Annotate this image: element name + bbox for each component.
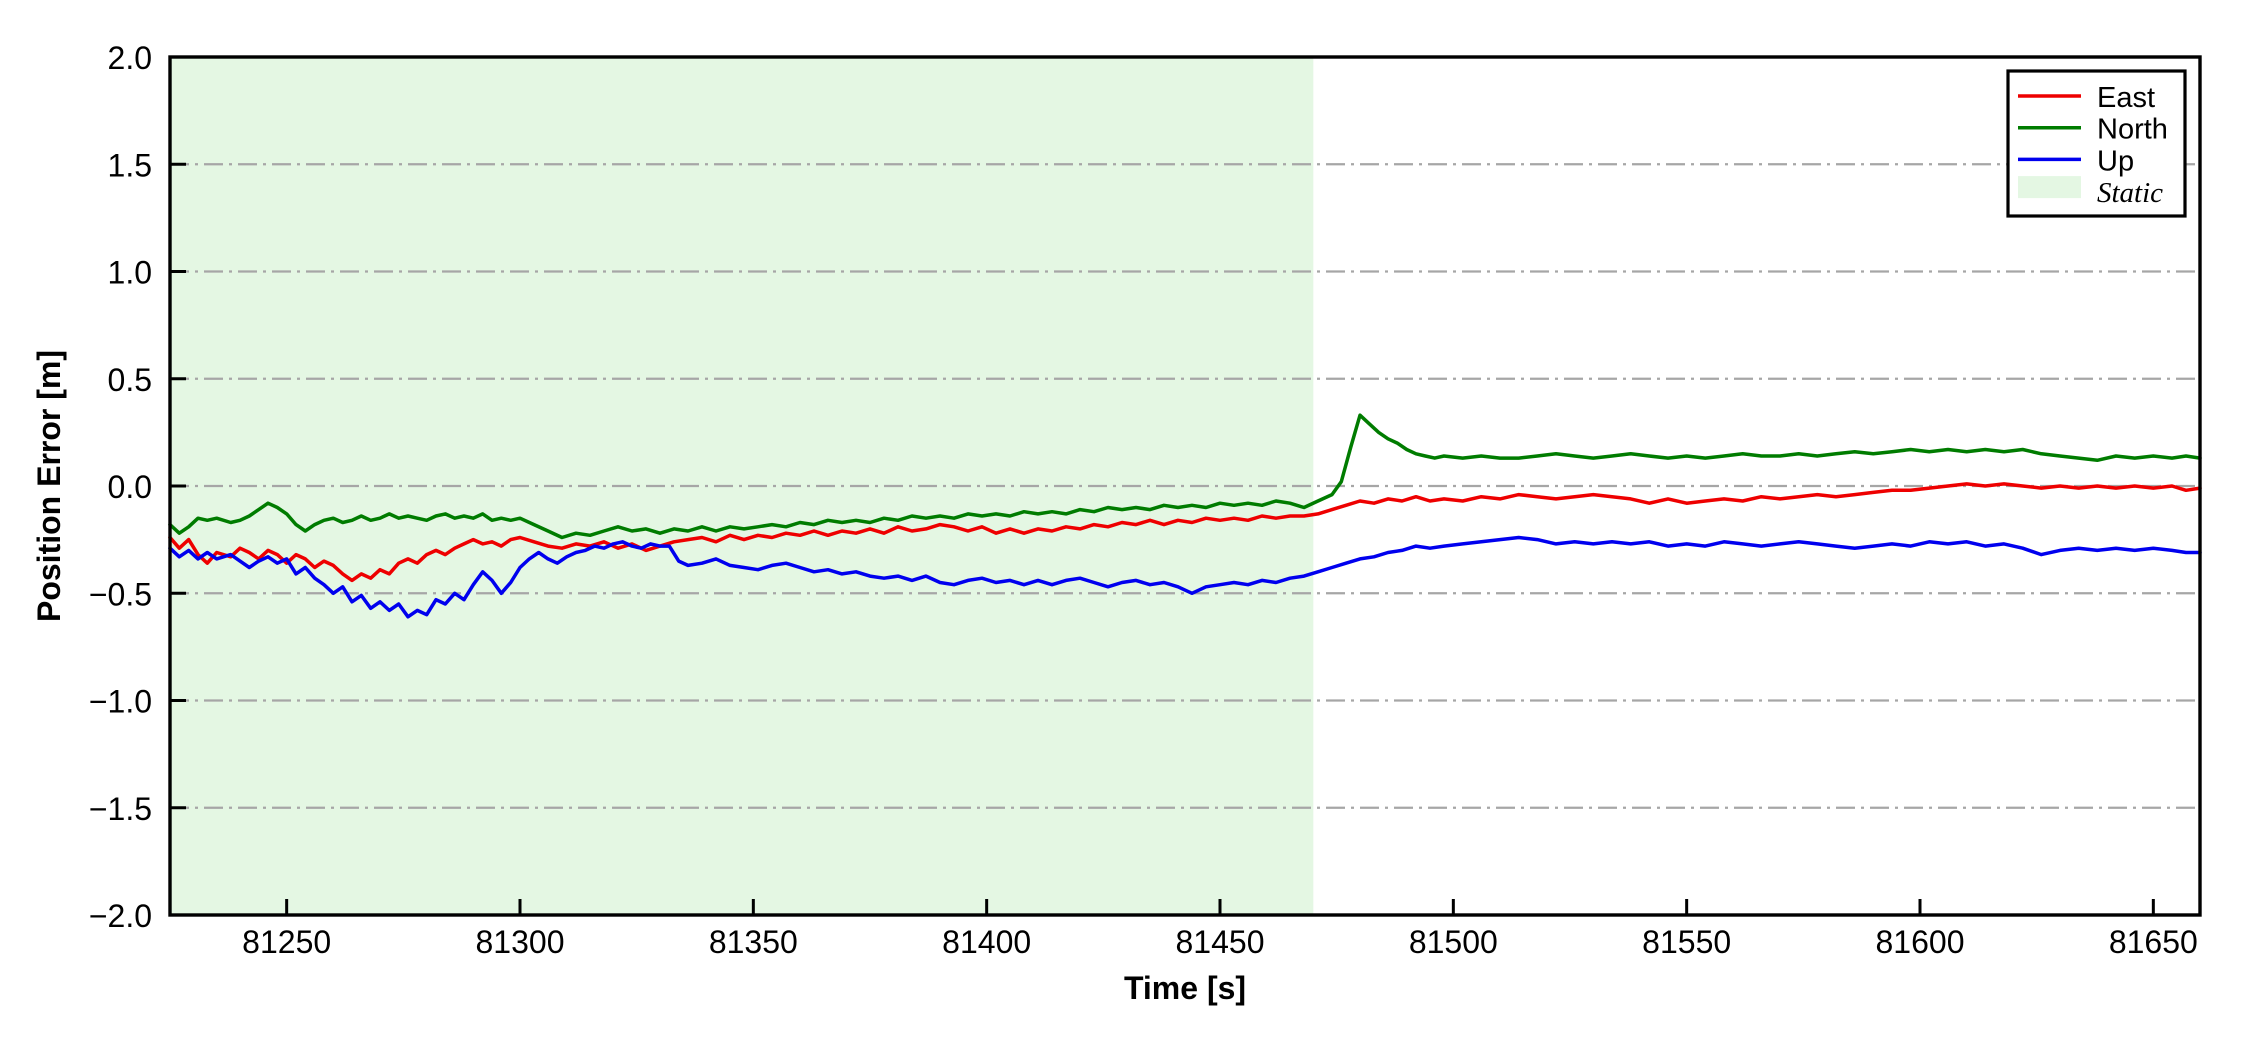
legend-swatch-static: [2018, 176, 2081, 199]
legend-label-up: Up: [2097, 145, 2134, 177]
x-axis: 81250 81300 81350 81400 81450 81500 81550 81600…: [242, 899, 2198, 960]
legend-label-static: Static: [2097, 177, 2163, 209]
y-tick-label: −1.0: [89, 684, 152, 720]
y-axis: 2.0 1.5 1.0 0.5 0.0 −0.5 −1.0 −1.5 −2.0: [89, 40, 186, 934]
series-north-line: [168, 413, 2202, 540]
x-tick-label: 81400: [942, 924, 1031, 960]
x-tick-label: 81600: [1876, 924, 1965, 960]
x-tick-label: 81650: [2109, 924, 2198, 960]
x-tick-label: 81450: [1176, 924, 1265, 960]
series-up-line: [168, 535, 2202, 619]
y-tick-label: 1.5: [108, 147, 152, 183]
legend-label-north: North: [2097, 114, 2168, 146]
y-tick-label: 0.0: [108, 469, 152, 505]
x-axis-label: Time [s]: [1124, 970, 1246, 1006]
legend-entry-north: North: [2018, 114, 2168, 146]
legend-entry-east: East: [2018, 82, 2155, 114]
grid: [170, 163, 2200, 809]
x-tick-label: 81250: [242, 924, 331, 960]
y-axis-label: Position Error [m]: [31, 350, 67, 622]
x-tick-label: 81550: [1642, 924, 1731, 960]
y-tick-label: 2.0: [108, 40, 152, 76]
y-tick-label: −0.5: [89, 576, 152, 612]
y-tick-label: −1.5: [89, 791, 152, 827]
y-tick-label: −2.0: [89, 898, 152, 934]
y-tick-label: 0.5: [108, 362, 152, 398]
x-tick-label: 81350: [709, 924, 798, 960]
x-tick-label: 81500: [1409, 924, 1498, 960]
legend-label-east: East: [2097, 82, 2155, 114]
y-tick-label: 1.0: [108, 255, 152, 291]
legend-entry-up: Up: [2018, 145, 2134, 177]
series-group: [168, 413, 2202, 619]
legend-entry-static: Static: [2018, 176, 2163, 209]
series-east-line: [168, 482, 2202, 583]
x-tick-label: 81300: [476, 924, 565, 960]
